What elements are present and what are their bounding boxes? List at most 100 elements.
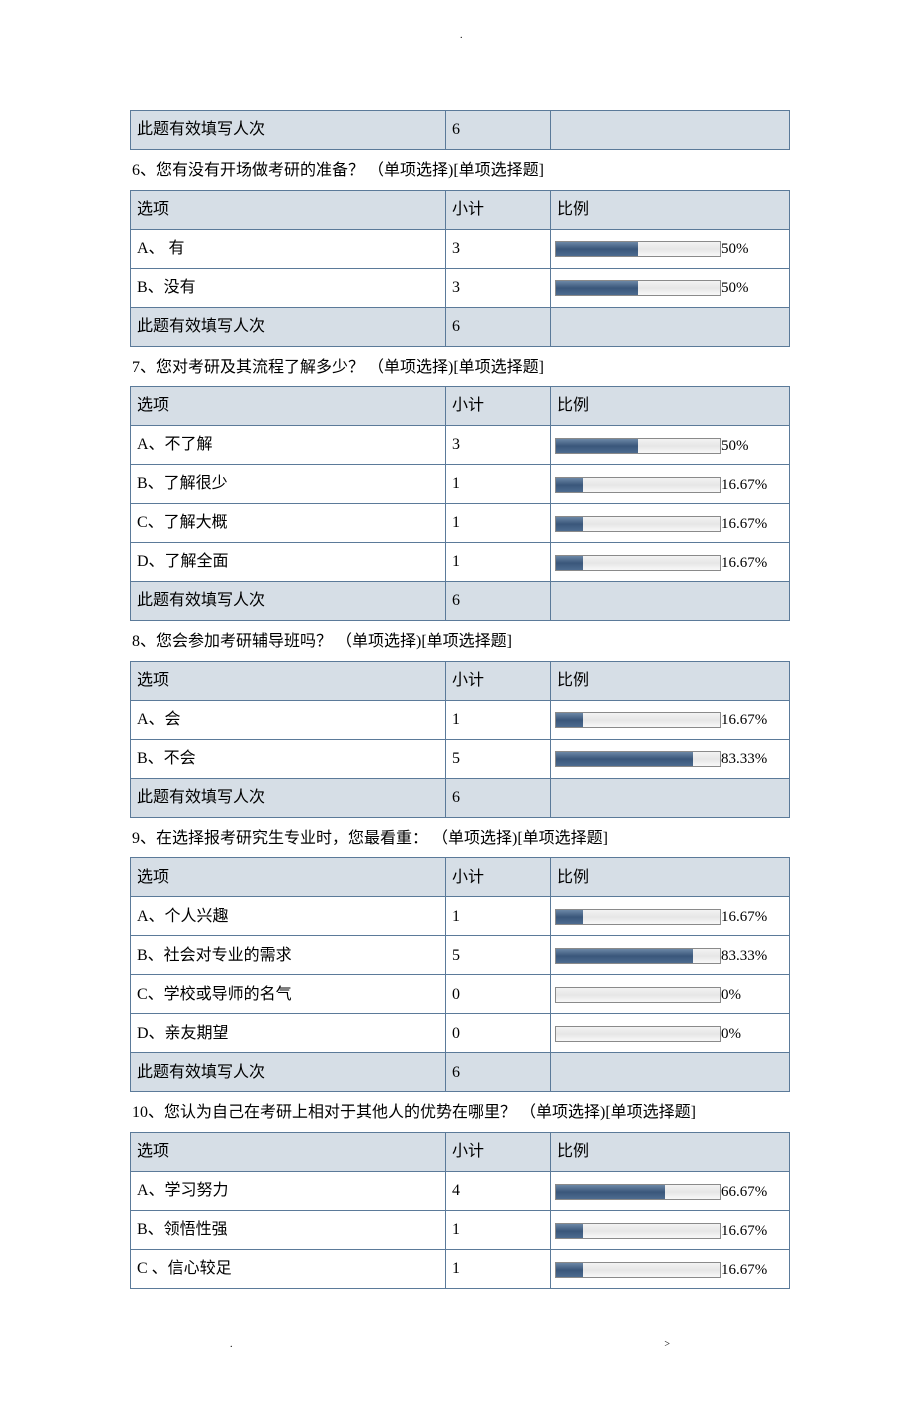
option-cell: A、个人兴趣 bbox=[131, 897, 446, 936]
ratio-cell: 83.33% bbox=[551, 936, 790, 975]
ratio-bar-fill bbox=[556, 517, 583, 531]
ratio-bar-fill bbox=[556, 556, 583, 570]
question-table: 选项小计比例A、学习努力466.67%B、领悟性强116.67%C 、信心较足1… bbox=[130, 1132, 790, 1289]
option-cell: A、不了解 bbox=[131, 426, 446, 465]
count-cell: 1 bbox=[446, 700, 551, 739]
ratio-cell: 50% bbox=[551, 229, 790, 268]
ratio-cell: 16.67% bbox=[551, 897, 790, 936]
ratio-bar-fill bbox=[556, 478, 583, 492]
ratio-label: 83.33% bbox=[721, 944, 767, 968]
question-table: 选项小计比例A、不了解350%B、了解很少116.67%C、了解大概116.67… bbox=[130, 386, 790, 621]
option-cell: C 、信心较足 bbox=[131, 1249, 446, 1288]
ratio-label: 66.67% bbox=[721, 1180, 767, 1204]
ratio-bar-track bbox=[555, 555, 721, 571]
option-cell: B、不会 bbox=[131, 739, 446, 778]
count-cell: 0 bbox=[446, 975, 551, 1014]
count-header: 小计 bbox=[446, 1132, 551, 1171]
count-cell: 1 bbox=[446, 1249, 551, 1288]
question-table: 选项小计比例A、会116.67%B、不会583.33%此题有效填写人次6 bbox=[130, 661, 790, 818]
ratio-bar-fill bbox=[556, 242, 638, 256]
count-cell: 4 bbox=[446, 1171, 551, 1210]
count-header: 小计 bbox=[446, 387, 551, 426]
ratio-bar-fill bbox=[556, 1224, 583, 1238]
valid-count-label: 此题有效填写人次 bbox=[131, 582, 446, 621]
option-cell: C、学校或导师的名气 bbox=[131, 975, 446, 1014]
option-cell: C、了解大概 bbox=[131, 504, 446, 543]
ratio-bar-track bbox=[555, 1026, 721, 1042]
ratio-bar-track bbox=[555, 1262, 721, 1278]
option-header: 选项 bbox=[131, 1132, 446, 1171]
option-header: 选项 bbox=[131, 661, 446, 700]
ratio-cell: 16.67% bbox=[551, 465, 790, 504]
valid-count-row: 此题有效填写人次 6 bbox=[131, 111, 790, 150]
count-cell: 3 bbox=[446, 426, 551, 465]
ratio-bar-track bbox=[555, 1223, 721, 1239]
valid-count-value: 6 bbox=[446, 778, 551, 817]
ratio-bar-fill bbox=[556, 910, 583, 924]
ratio-label: 50% bbox=[721, 434, 749, 458]
ratio-bar-track bbox=[555, 516, 721, 532]
ratio-bar-fill bbox=[556, 439, 638, 453]
table-header-row: 选项小计比例 bbox=[131, 661, 790, 700]
valid-count-label: 此题有效填写人次 bbox=[131, 111, 446, 150]
table-header-row: 选项小计比例 bbox=[131, 1132, 790, 1171]
table-row: B、不会583.33% bbox=[131, 739, 790, 778]
question-title: 8、您会参加考研辅导班吗？ （单项选择)[单项选择题] bbox=[130, 621, 790, 661]
ratio-cell: 0% bbox=[551, 975, 790, 1014]
valid-count-spacer bbox=[551, 778, 790, 817]
ratio-label: 0% bbox=[721, 1022, 741, 1046]
footer-right: > bbox=[664, 1339, 670, 1350]
valid-count-label: 此题有效填写人次 bbox=[131, 1053, 446, 1092]
option-cell: D、了解全面 bbox=[131, 543, 446, 582]
question-table: 选项小计比例A、个人兴趣116.67%B、社会对专业的需求583.33%C、学校… bbox=[130, 857, 790, 1092]
valid-count-spacer bbox=[551, 582, 790, 621]
question-title: 6、您有没有开场做考研的准备？ （单项选择)[单项选择题] bbox=[130, 150, 790, 190]
table-row: A、学习努力4 66.67% bbox=[131, 1171, 790, 1210]
ratio-header: 比例 bbox=[551, 387, 790, 426]
table-row: B、没有3 50% bbox=[131, 268, 790, 307]
question-table: 选项小计比例A、 有350%B、没有350%此题有效填写人次6 bbox=[130, 190, 790, 347]
ratio-header: 比例 bbox=[551, 1132, 790, 1171]
ratio-cell: 0% bbox=[551, 1014, 790, 1053]
question-title: 10、您认为自己在考研上相对于其他人的优势在哪里？ （单项选择)[单项选择题] bbox=[130, 1092, 790, 1132]
lead-table: 此题有效填写人次 6 bbox=[130, 110, 790, 150]
option-cell: A、 有 bbox=[131, 229, 446, 268]
count-cell: 1 bbox=[446, 504, 551, 543]
count-header: 小计 bbox=[446, 661, 551, 700]
option-cell: A、会 bbox=[131, 700, 446, 739]
valid-count-row: 此题有效填写人次6 bbox=[131, 1053, 790, 1092]
ratio-bar-track bbox=[555, 948, 721, 964]
option-header: 选项 bbox=[131, 858, 446, 897]
ratio-cell: 83.33% bbox=[551, 739, 790, 778]
table-row: C、了解大概1 16.67% bbox=[131, 504, 790, 543]
top-mark: . bbox=[460, 30, 463, 41]
ratio-bar-fill bbox=[556, 1185, 665, 1199]
ratio-label: 16.67% bbox=[721, 512, 767, 536]
ratio-bar-track bbox=[555, 438, 721, 454]
option-cell: B、没有 bbox=[131, 268, 446, 307]
valid-count-spacer bbox=[551, 307, 790, 346]
ratio-cell: 16.67% bbox=[551, 543, 790, 582]
option-cell: D、亲友期望 bbox=[131, 1014, 446, 1053]
ratio-cell: 66.67% bbox=[551, 1171, 790, 1210]
count-cell: 1 bbox=[446, 1210, 551, 1249]
count-cell: 3 bbox=[446, 268, 551, 307]
table-row: D、了解全面116.67% bbox=[131, 543, 790, 582]
table-row: C、学校或导师的名气00% bbox=[131, 975, 790, 1014]
ratio-label: 50% bbox=[721, 276, 749, 300]
option-header: 选项 bbox=[131, 387, 446, 426]
ratio-label: 16.67% bbox=[721, 473, 767, 497]
ratio-label: 16.67% bbox=[721, 1258, 767, 1282]
ratio-cell: 16.67% bbox=[551, 504, 790, 543]
ratio-bar-fill bbox=[556, 281, 638, 295]
table-row: B、社会对专业的需求583.33% bbox=[131, 936, 790, 975]
valid-count-row: 此题有效填写人次6 bbox=[131, 307, 790, 346]
table-row: A、 有350% bbox=[131, 229, 790, 268]
option-cell: A、学习努力 bbox=[131, 1171, 446, 1210]
table-header-row: 选项小计比例 bbox=[131, 190, 790, 229]
count-cell: 1 bbox=[446, 543, 551, 582]
count-header: 小计 bbox=[446, 190, 551, 229]
ratio-label: 83.33% bbox=[721, 747, 767, 771]
option-cell: B、领悟性强 bbox=[131, 1210, 446, 1249]
ratio-bar-track bbox=[555, 712, 721, 728]
